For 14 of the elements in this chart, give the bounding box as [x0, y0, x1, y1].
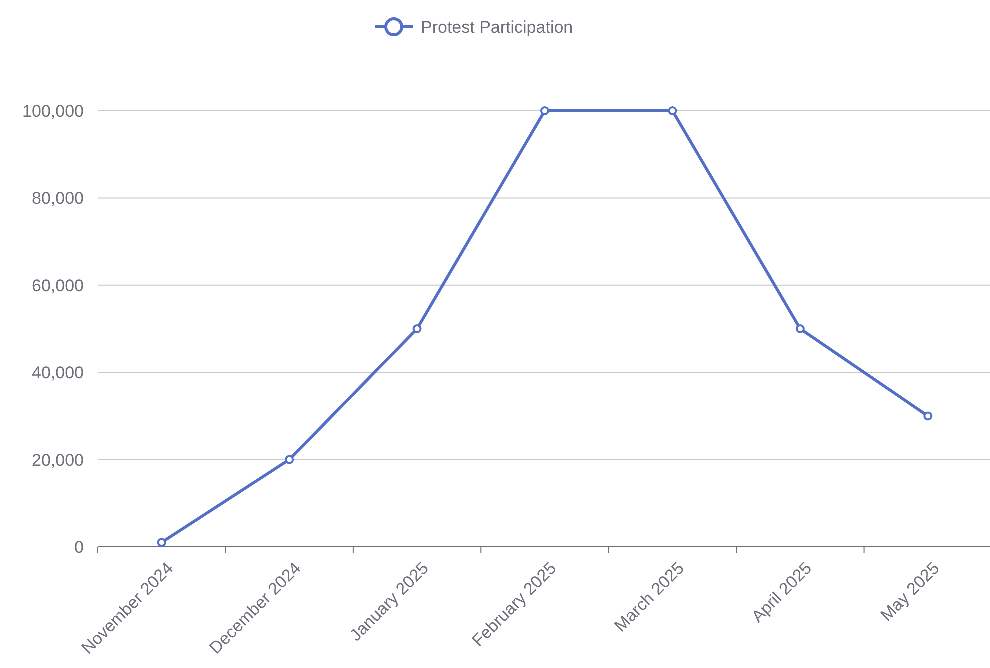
y-tick-label: 60,000: [32, 276, 84, 296]
point: [412, 324, 422, 334]
point: [285, 455, 294, 464]
y-tick-label: 20,000: [32, 450, 84, 470]
y-tick-label: 40,000: [32, 364, 84, 383]
y-tick-label: 0: [74, 538, 84, 557]
point: [668, 106, 678, 116]
y-tick-label: 80,000: [32, 189, 84, 208]
point: [796, 324, 805, 334]
legend-label: Protest Participation: [421, 18, 574, 37]
point: [157, 538, 166, 548]
point: [924, 412, 933, 421]
y-tick-label: 100,000: [22, 102, 84, 121]
point: [540, 106, 550, 116]
